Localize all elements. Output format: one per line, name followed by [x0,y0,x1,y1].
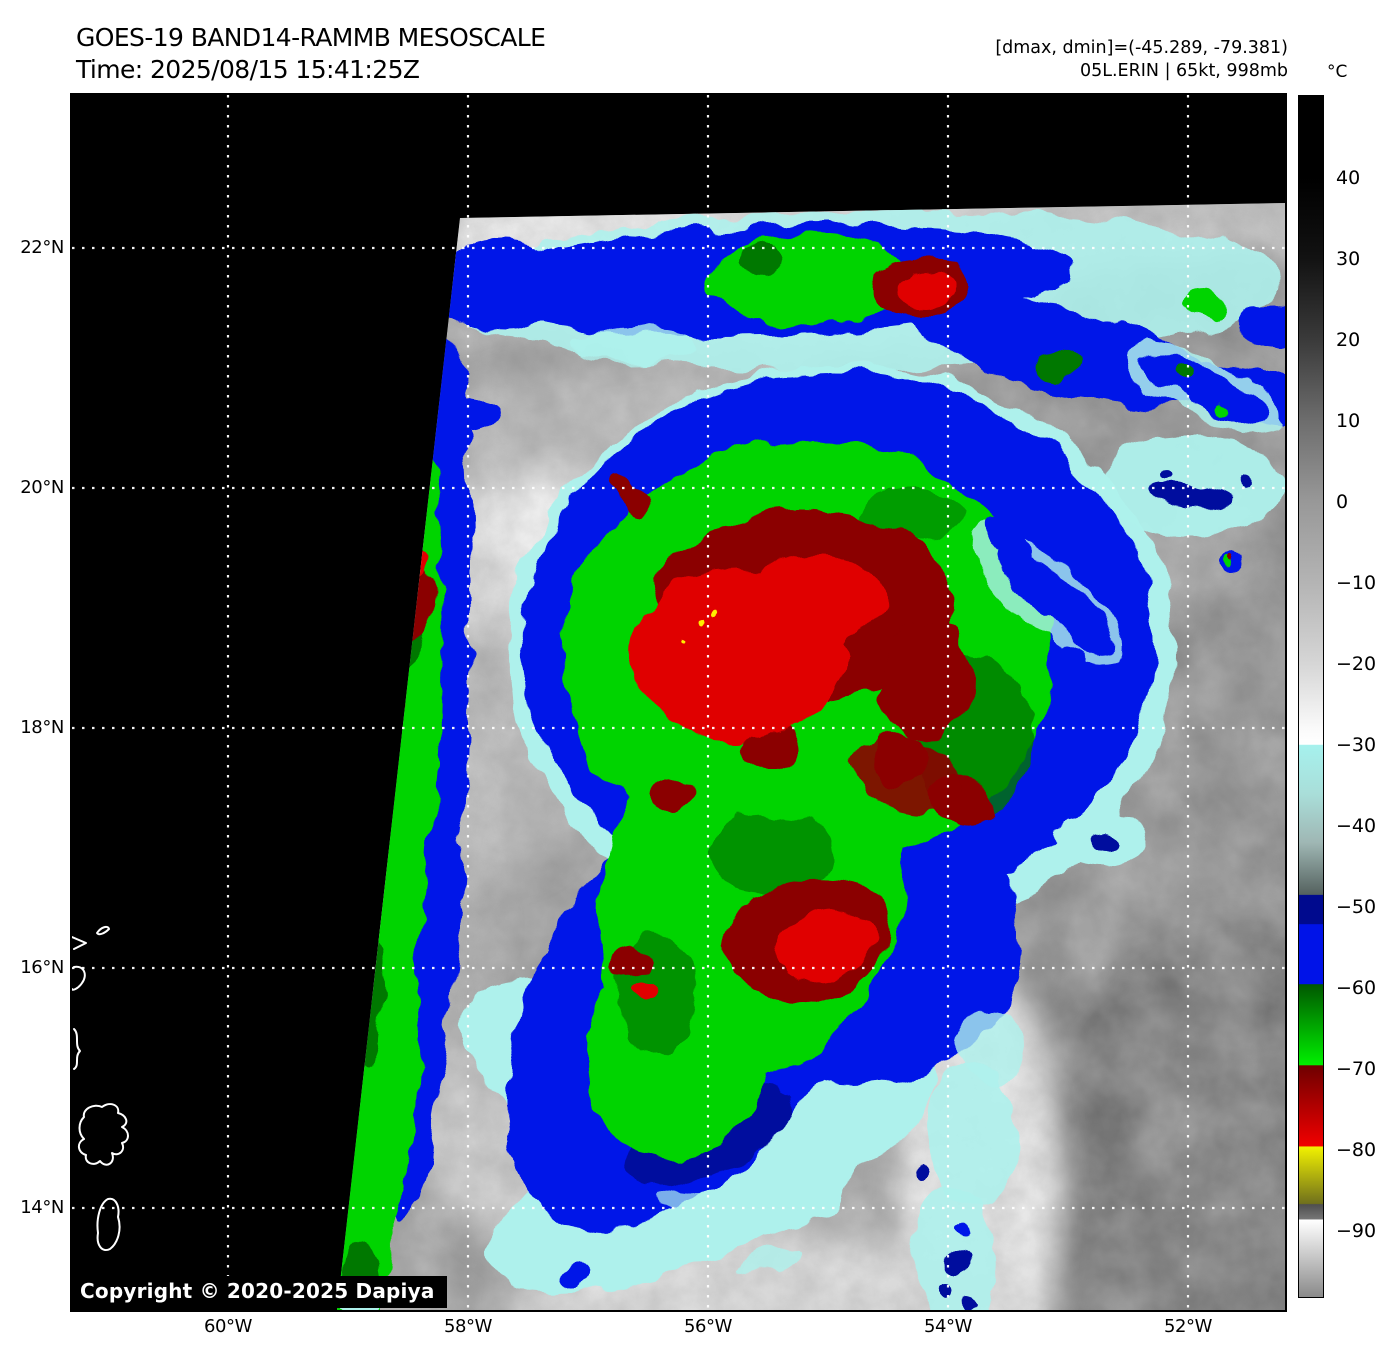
colorbar-tick-label: −20 [1336,653,1390,675]
colorbar-tick-label: −50 [1336,896,1390,918]
satellite-ir-image [72,95,1285,1310]
storm-info: 05L.ERIN | 65kt, 998mb [690,60,1288,83]
colorbar-tick-label: −40 [1336,815,1390,837]
colorbar-tick-label: 10 [1336,410,1390,432]
colorbar-tick-label: −90 [1336,1220,1390,1242]
lat-tick-label: 16°N [0,958,64,978]
colorbar-tick-label: −10 [1336,572,1390,594]
lat-tick-label: 14°N [0,1198,64,1218]
colorbar-tick-label: 20 [1336,329,1390,351]
map-plot-area [70,93,1287,1312]
lat-tick-label: 22°N [0,238,64,258]
dmax-dmin-readout: [dmax, dmin]=(-45.289, -79.381) [690,37,1288,60]
colorbar [1298,95,1324,1298]
colorbar-tick-label: 30 [1336,248,1390,270]
product-time: Time: 2025/08/15 15:41:25Z [76,54,545,86]
lon-tick-label: 54°W [924,1316,972,1337]
header-right-block: [dmax, dmin]=(-45.289, -79.381) 05L.ERIN… [690,37,1288,83]
lon-tick-label: 56°W [684,1316,732,1337]
colorbar-tick-label: −30 [1336,734,1390,756]
colorbar-tick-label: −60 [1336,977,1390,999]
colorbar-unit-label: °C [1327,62,1347,82]
lat-tick-label: 20°N [0,478,64,498]
satellite-product-page: GOES-19 BAND14-RAMMB MESOSCALE Time: 202… [0,0,1390,1359]
lon-tick-label: 58°W [444,1316,492,1337]
data-swath [312,165,1285,1310]
product-title: GOES-19 BAND14-RAMMB MESOSCALE [76,22,545,54]
colorbar-tick-label: −80 [1336,1139,1390,1161]
lat-tick-label: 18°N [0,718,64,738]
colorbar-tick-label: 40 [1336,167,1390,189]
colorbar-tick-label: 0 [1336,491,1390,513]
lon-tick-label: 52°W [1164,1316,1212,1337]
lon-tick-label: 60°W [204,1316,252,1337]
colorbar-tick-label: −70 [1336,1058,1390,1080]
copyright-badge: Copyright © 2020-2025 Dapiya [72,1276,447,1308]
header-block: GOES-19 BAND14-RAMMB MESOSCALE Time: 202… [76,22,545,86]
